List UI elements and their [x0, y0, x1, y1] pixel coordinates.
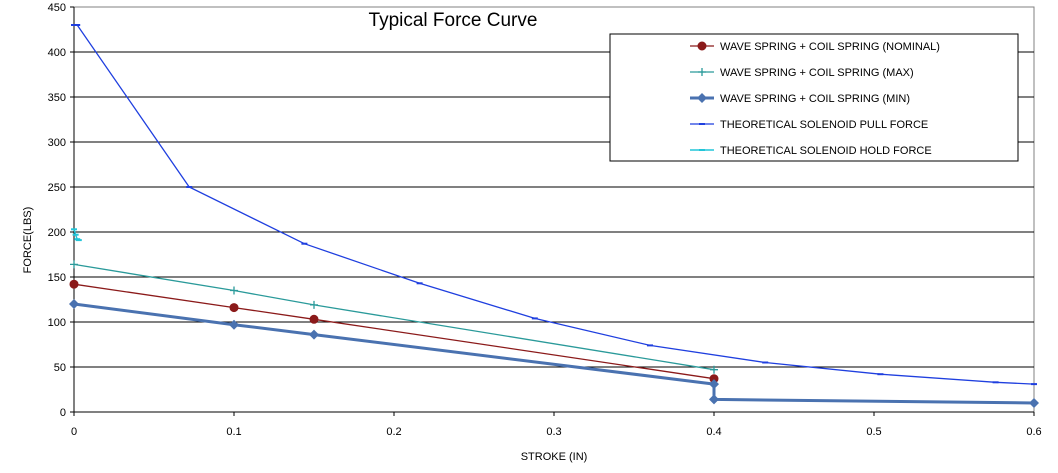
x-tick-label: 0.1: [226, 426, 241, 438]
data-point: [310, 300, 318, 309]
data-point: [69, 299, 79, 309]
series-layer: [69, 24, 1039, 408]
y-axis-title: FORCE(LBS): [22, 207, 34, 274]
series-3: [69, 299, 1039, 408]
x-tick-label: 0.2: [386, 426, 401, 438]
legend-label: WAVE SPRING + COIL SPRING (NOMINAL): [720, 41, 940, 53]
y-tick-label: 200: [48, 227, 66, 239]
y-tick-label: 350: [48, 92, 66, 104]
y-tick-label: 50: [54, 362, 66, 374]
x-tick-label: 0.6: [1026, 426, 1041, 438]
legend-label: THEORETICAL SOLENOID HOLD FORCE: [720, 145, 932, 157]
data-point: [69, 279, 79, 289]
x-tick-labels: 0 0.1 0.2 0.3 0.4 0.5 0.6: [71, 426, 1042, 438]
legend-entry: THEORETICAL SOLENOID PULL FORCE: [690, 119, 928, 131]
data-point: [70, 260, 78, 269]
legend-swatch-marker: [698, 68, 706, 76]
legend-entry: THEORETICAL SOLENOID HOLD FORCE: [690, 145, 932, 157]
legend-box: [609, 33, 1019, 162]
legend-entry: WAVE SPRING + COIL SPRING (MAX): [690, 67, 914, 79]
data-point: [309, 314, 319, 324]
y-tick-label: 450: [48, 2, 66, 14]
series-4: [71, 24, 1037, 386]
data-point: [229, 319, 239, 330]
y-tick-label: 300: [48, 137, 66, 149]
legend-label: WAVE SPRING + COIL SPRING (MIN): [720, 93, 910, 105]
data-point: [709, 379, 719, 390]
data-point: [710, 365, 718, 374]
x-tick-label: 0.4: [706, 426, 721, 438]
y-tick-label: 400: [48, 47, 66, 59]
series-5: [71, 228, 82, 242]
legend-label: THEORETICAL SOLENOID PULL FORCE: [720, 119, 928, 131]
series-2: [70, 260, 718, 374]
y-tick-label: 250: [48, 182, 66, 194]
y-tick-label: 150: [48, 272, 66, 284]
series-line: [73, 283, 715, 380]
x-axis-title: STROKE (IN): [521, 451, 588, 463]
data-point: [309, 329, 319, 340]
chart-title: Typical Force Curve: [369, 10, 538, 31]
x-tick-label: 0.3: [546, 426, 561, 438]
legend: WAVE SPRING + COIL SPRING (NOMINAL) WAVE …: [609, 33, 1019, 162]
data-point: [1029, 398, 1039, 408]
legend-swatch-marker: [697, 41, 707, 51]
legend-entry: WAVE SPRING + COIL SPRING (NOMINAL): [690, 41, 940, 53]
y-tick-label: 0: [60, 407, 66, 419]
legend-entry: WAVE SPRING + COIL SPRING (MIN): [690, 93, 910, 105]
x-tick-label: 0.5: [866, 426, 881, 438]
axes: [70, 6, 1035, 416]
data-point: [229, 303, 239, 313]
y-tick-labels: 0 50 100 150 200 250 300 350 400 450: [48, 2, 66, 419]
legend-label: WAVE SPRING + COIL SPRING (MAX): [720, 67, 914, 79]
series-line: [73, 302, 1035, 405]
data-point: [709, 394, 719, 405]
series-1: [69, 279, 719, 384]
x-tick-label: 0: [71, 426, 77, 438]
data-point: [230, 286, 238, 295]
legend-swatch-marker: [697, 93, 707, 103]
y-tick-label: 100: [48, 317, 66, 329]
series-line: [73, 263, 715, 371]
